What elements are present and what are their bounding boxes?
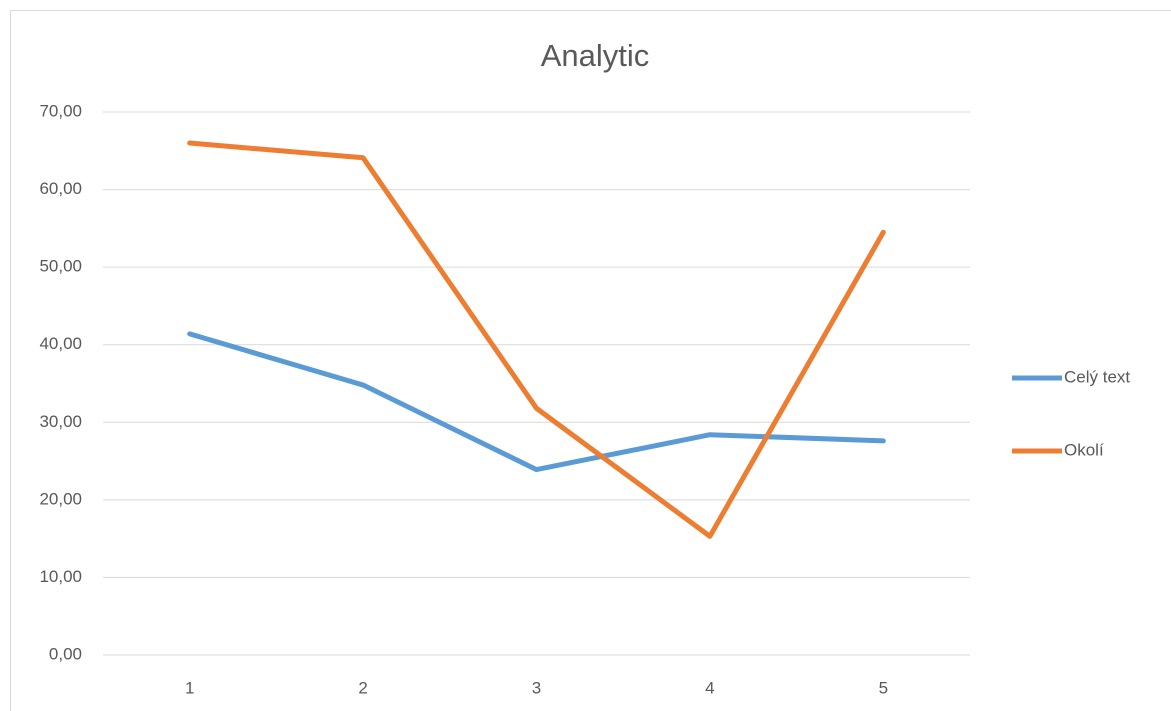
x-tick-label: 2 xyxy=(358,678,367,697)
y-tick-label: 60,00 xyxy=(39,179,82,198)
x-tick-label: 3 xyxy=(532,678,541,697)
x-tick-label: 5 xyxy=(879,678,888,697)
y-tick-label: 40,00 xyxy=(39,334,82,353)
x-tick-label: 1 xyxy=(185,678,194,697)
legend-label: Celý text xyxy=(1064,367,1130,386)
y-tick-label: 20,00 xyxy=(39,489,82,508)
y-tick-label: 10,00 xyxy=(39,567,82,586)
legend-label: Okolí xyxy=(1064,440,1104,459)
y-tick-label: 50,00 xyxy=(39,257,82,276)
series-line xyxy=(187,331,886,473)
chart-title: Analytic xyxy=(541,38,650,73)
y-tick-label: 30,00 xyxy=(39,412,82,431)
y-tick-label: 0,00 xyxy=(49,644,82,663)
y-tick-label: 70,00 xyxy=(39,101,82,120)
x-tick-label: 4 xyxy=(705,678,714,697)
series-line xyxy=(187,140,886,539)
